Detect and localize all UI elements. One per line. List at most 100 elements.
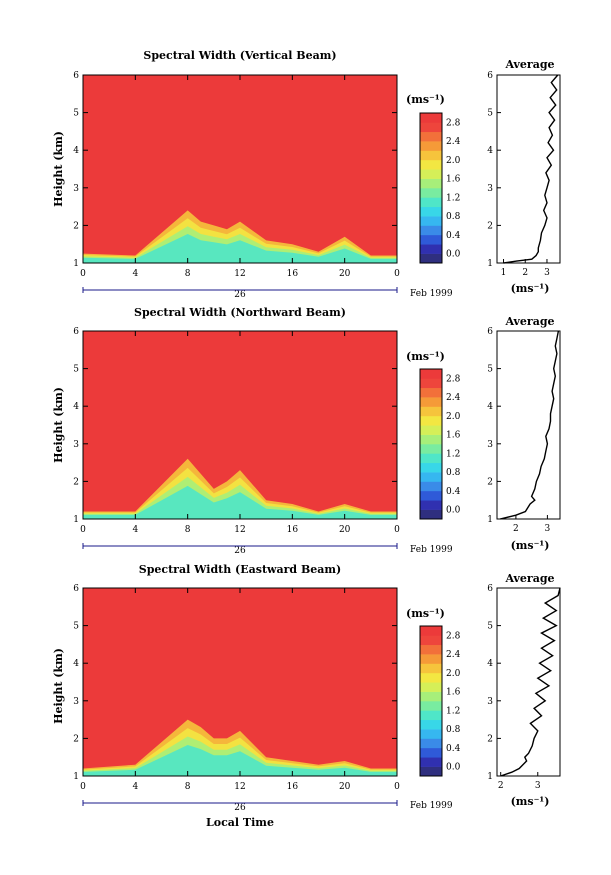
colorbar-swatch <box>420 169 442 179</box>
x-tick-label: 8 <box>185 782 191 792</box>
colorbar-label: 1.2 <box>446 193 460 203</box>
x-tick-label: 8 <box>185 525 191 535</box>
colorbar-swatch <box>420 244 442 254</box>
average-x-tick-label: 2 <box>522 268 528 278</box>
colorbar-label: 0.0 <box>446 250 461 260</box>
average-y-tick-label: 5 <box>487 365 493 375</box>
colorbar-label: 0.4 <box>446 487 461 497</box>
colorbar-label: 2.0 <box>446 156 461 166</box>
average-y-tick-label: 1 <box>487 515 493 525</box>
panel-title: Spectral Width (Northward Beam) <box>134 306 346 319</box>
average-frame <box>496 330 561 520</box>
colorbar-swatch <box>420 206 442 217</box>
panel-vertical-beam: Spectral Width (Vertical Beam) Height (k… <box>52 49 561 300</box>
colorbar-swatch <box>420 141 442 151</box>
y-axis-label: Height (km) <box>52 131 65 207</box>
y-axis-label: Height (km) <box>52 387 65 463</box>
colorbar-label: 2.8 <box>446 118 461 128</box>
average-frame <box>496 74 561 264</box>
heatmap-contour-3 <box>83 745 397 776</box>
colorbar-swatch <box>420 178 442 189</box>
colorbar-swatch <box>420 747 442 758</box>
average-y-tick-label: 6 <box>487 71 493 81</box>
colorbar-label: 1.6 <box>446 175 461 185</box>
average-y-tick-label: 3 <box>487 697 493 707</box>
colorbar-swatch <box>420 444 442 454</box>
y-tick-label: 5 <box>73 109 79 119</box>
date-marker: 26 <box>234 803 246 813</box>
colorbar-label: 1.2 <box>446 449 460 459</box>
y-tick-label: 6 <box>73 584 79 594</box>
panel-northward-beam: Spectral Width (Northward Beam) Height (… <box>52 306 561 556</box>
colorbar-label: 0.4 <box>446 231 461 241</box>
average-frame <box>496 587 561 777</box>
date-label: Feb 1999 <box>410 801 453 811</box>
colorbar-swatch <box>420 197 442 208</box>
y-tick-label: 4 <box>73 146 79 156</box>
colorbar-swatch <box>420 500 442 510</box>
colorbar-swatch <box>420 509 442 520</box>
average-y-tick-label: 2 <box>487 477 493 487</box>
colorbar-swatch <box>420 453 442 464</box>
x-tick-label: 0 <box>80 525 86 535</box>
colorbar-label: 2.0 <box>446 412 461 422</box>
x-tick-label: 0 <box>80 269 86 279</box>
y-tick-label: 5 <box>73 365 79 375</box>
colorbar-swatch <box>420 122 442 133</box>
average-y-tick-label: 2 <box>487 221 493 231</box>
colorbar-swatch <box>420 757 442 767</box>
y-tick-label: 6 <box>73 327 79 337</box>
date-marker: 26 <box>234 290 246 300</box>
colorbar-swatch <box>420 253 442 264</box>
average-profile-line <box>500 587 561 777</box>
colorbar-swatch <box>420 663 442 674</box>
colorbar-frame <box>419 112 443 264</box>
colorbar-swatch <box>420 425 442 435</box>
y-tick-label: 6 <box>73 71 79 81</box>
y-tick-label: 1 <box>73 772 79 782</box>
average-y-tick-label: 5 <box>487 622 493 632</box>
x-tick-label: 4 <box>132 525 138 535</box>
colorbar-label: 0.8 <box>446 725 461 735</box>
x-tick-label: 12 <box>234 525 245 535</box>
x-tick-label: 4 <box>132 269 138 279</box>
y-tick-label: 4 <box>73 402 79 412</box>
colorbar-swatch <box>420 150 442 161</box>
panel-title: Spectral Width (Vertical Beam) <box>143 49 336 62</box>
x-axis-label: Local Time <box>206 816 274 829</box>
heatmap-contour-3 <box>83 234 397 263</box>
colorbar-swatch <box>420 710 442 721</box>
x-tick-label: 0 <box>394 269 400 279</box>
panel-eastward-beam: Spectral Width (Eastward Beam) Height (k… <box>52 563 561 829</box>
average-profile-line <box>499 330 560 520</box>
colorbar-swatch <box>420 225 442 236</box>
average-x-tick-label: 2 <box>498 781 504 791</box>
average-x-tick-label: 3 <box>545 524 551 534</box>
x-tick-label: 20 <box>339 782 351 792</box>
date-marker: 26 <box>234 546 246 556</box>
average-xlabel: (ms⁻¹) <box>511 539 550 552</box>
colorbar-swatch <box>420 131 442 142</box>
average-y-tick-label: 1 <box>487 772 493 782</box>
average-y-tick-label: 6 <box>487 327 493 337</box>
colorbar-label: 2.0 <box>446 669 461 679</box>
y-tick-label: 3 <box>73 440 79 450</box>
colorbar-swatch <box>420 234 442 245</box>
average-x-tick-label: 2 <box>513 524 519 534</box>
average-title: Average <box>504 572 554 585</box>
colorbar-swatch <box>420 644 442 655</box>
average-x-tick-label: 3 <box>535 781 541 791</box>
average-y-tick-label: 6 <box>487 584 493 594</box>
y-tick-label: 2 <box>73 734 79 744</box>
colorbar-label: 1.6 <box>446 688 461 698</box>
average-y-tick-label: 5 <box>487 109 493 119</box>
colorbar-swatch <box>420 472 442 482</box>
colorbar-swatch <box>420 719 442 730</box>
y-tick-label: 3 <box>73 697 79 707</box>
colorbar-swatch <box>420 481 442 492</box>
date-label: Feb 1999 <box>410 289 453 299</box>
average-y-tick-label: 4 <box>487 402 493 412</box>
colorbar-swatch <box>420 387 442 398</box>
colorbar-swatch <box>420 490 442 501</box>
x-tick-label: 16 <box>287 782 299 792</box>
